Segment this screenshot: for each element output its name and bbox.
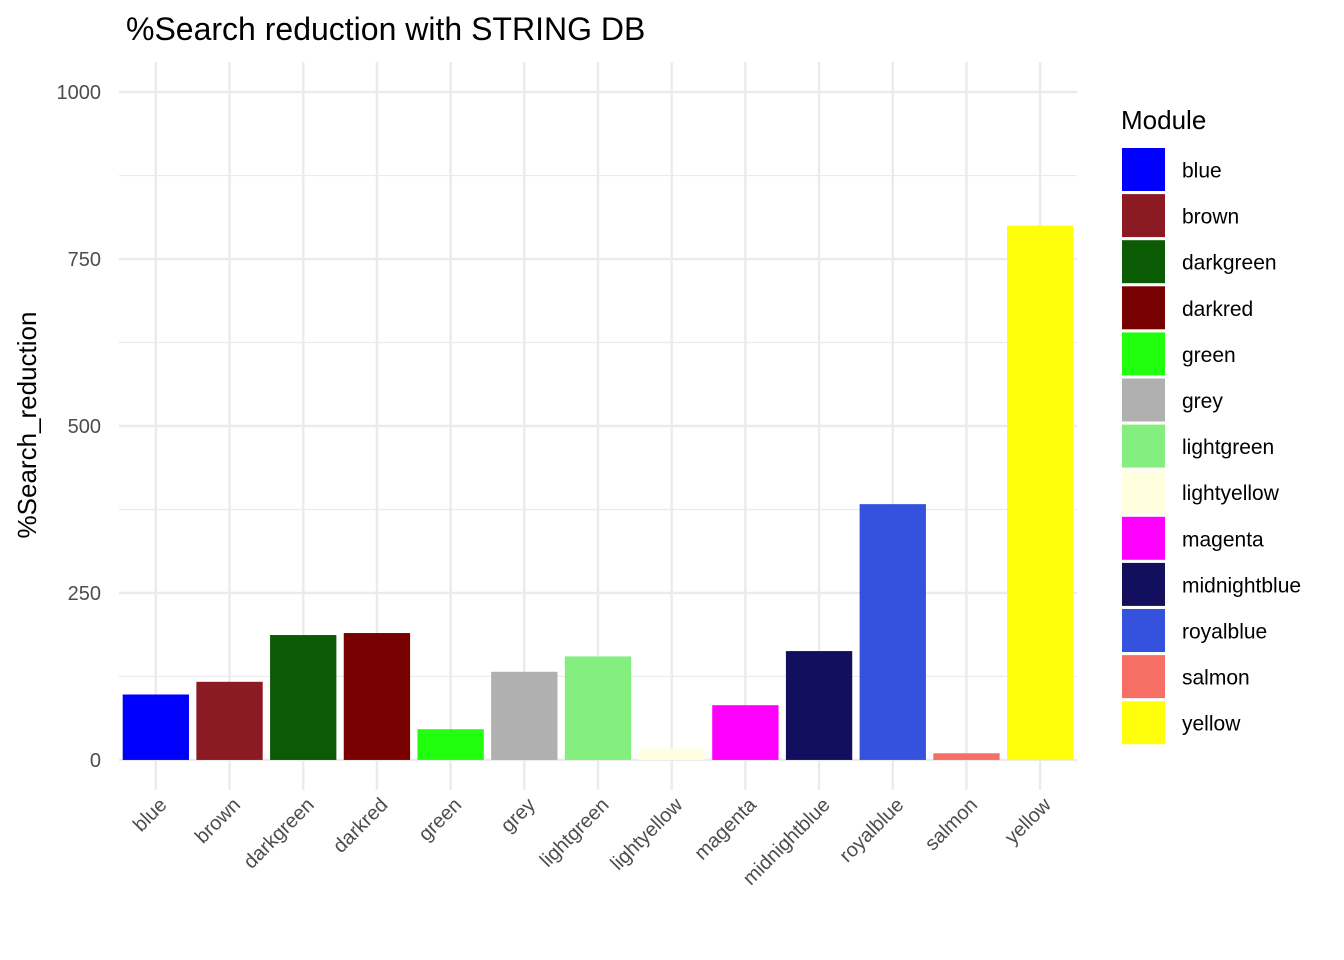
x-tick-label: green	[414, 794, 466, 846]
legend-key-magenta	[1122, 516, 1165, 560]
y-tick-label: 1000	[57, 82, 102, 104]
y-axis-title: %Search_reduction	[12, 312, 42, 539]
x-tick-label: royalblue	[835, 794, 908, 867]
legend-key-green	[1122, 332, 1165, 376]
legend-key-blue	[1122, 148, 1165, 191]
bar-grey	[491, 671, 558, 760]
x-tick-label: brown	[191, 794, 245, 848]
legend-key-grey	[1122, 378, 1165, 422]
legend-label: green	[1182, 344, 1236, 367]
bar-blue	[122, 694, 190, 760]
chart-title: %Search reduction with STRING DB	[126, 11, 645, 47]
bar-lightgreen	[564, 656, 632, 760]
bar-darkred	[343, 633, 411, 760]
legend-label: royalblue	[1182, 621, 1267, 644]
legend-label: grey	[1182, 390, 1223, 413]
y-tick-label: 750	[68, 249, 101, 271]
legend: Module blue brown darkgreen darkred green gre…	[1121, 105, 1301, 745]
x-tick-label: blue	[129, 794, 171, 836]
x-tick-label: magenta	[690, 793, 761, 864]
bar-lightyellow	[638, 748, 705, 760]
legend-label: darkgreen	[1182, 252, 1277, 275]
x-tick-label: darkgreen	[240, 794, 319, 873]
y-tick-label: 0	[90, 750, 101, 772]
bar-green	[417, 729, 484, 760]
legend-key-salmon	[1122, 655, 1165, 699]
bar-salmon	[933, 753, 1000, 760]
bar-midnightblue	[785, 651, 853, 760]
bar-royalblue	[859, 504, 926, 760]
bar-brown	[196, 681, 263, 760]
legend-label: salmon	[1182, 667, 1250, 690]
y-tick-label: 250	[68, 583, 101, 605]
legend-label: brown	[1182, 206, 1239, 229]
bar-magenta	[712, 705, 779, 760]
x-tick-label: yellow	[1001, 794, 1056, 849]
legend-key-darkgreen	[1122, 240, 1165, 284]
legend-label: midnightblue	[1182, 574, 1301, 597]
x-tick-label: grey	[497, 794, 540, 837]
legend-label: darkred	[1182, 298, 1253, 321]
bar-darkgreen	[270, 635, 337, 760]
legend-label: lightyellow	[1182, 482, 1280, 505]
bar-yellow	[1006, 225, 1074, 760]
x-tick-label: salmon	[921, 794, 982, 855]
legend-label: yellow	[1182, 713, 1241, 736]
legend-key-yellow	[1122, 701, 1165, 745]
legend-key-midnightblue	[1122, 562, 1165, 606]
x-tick-label: lightyellow	[606, 794, 687, 875]
x-tick-label: darkred	[329, 794, 393, 858]
legend-key-brown	[1122, 194, 1165, 238]
x-tick-label: lightgreen	[536, 794, 614, 872]
y-tick-label: 500	[68, 416, 101, 438]
legend-title: Module	[1121, 105, 1206, 135]
legend-key-lightgreen	[1122, 424, 1165, 468]
legend-key-darkred	[1122, 286, 1165, 330]
legend-key-royalblue	[1122, 609, 1165, 652]
legend-key-lightyellow	[1122, 470, 1165, 514]
bars	[122, 225, 1074, 760]
y-tick-labels: 0 250 500 750 1000	[57, 82, 102, 772]
legend-label: lightgreen	[1182, 436, 1274, 459]
legend-label: blue	[1182, 160, 1222, 183]
legend-label: magenta	[1182, 528, 1264, 551]
